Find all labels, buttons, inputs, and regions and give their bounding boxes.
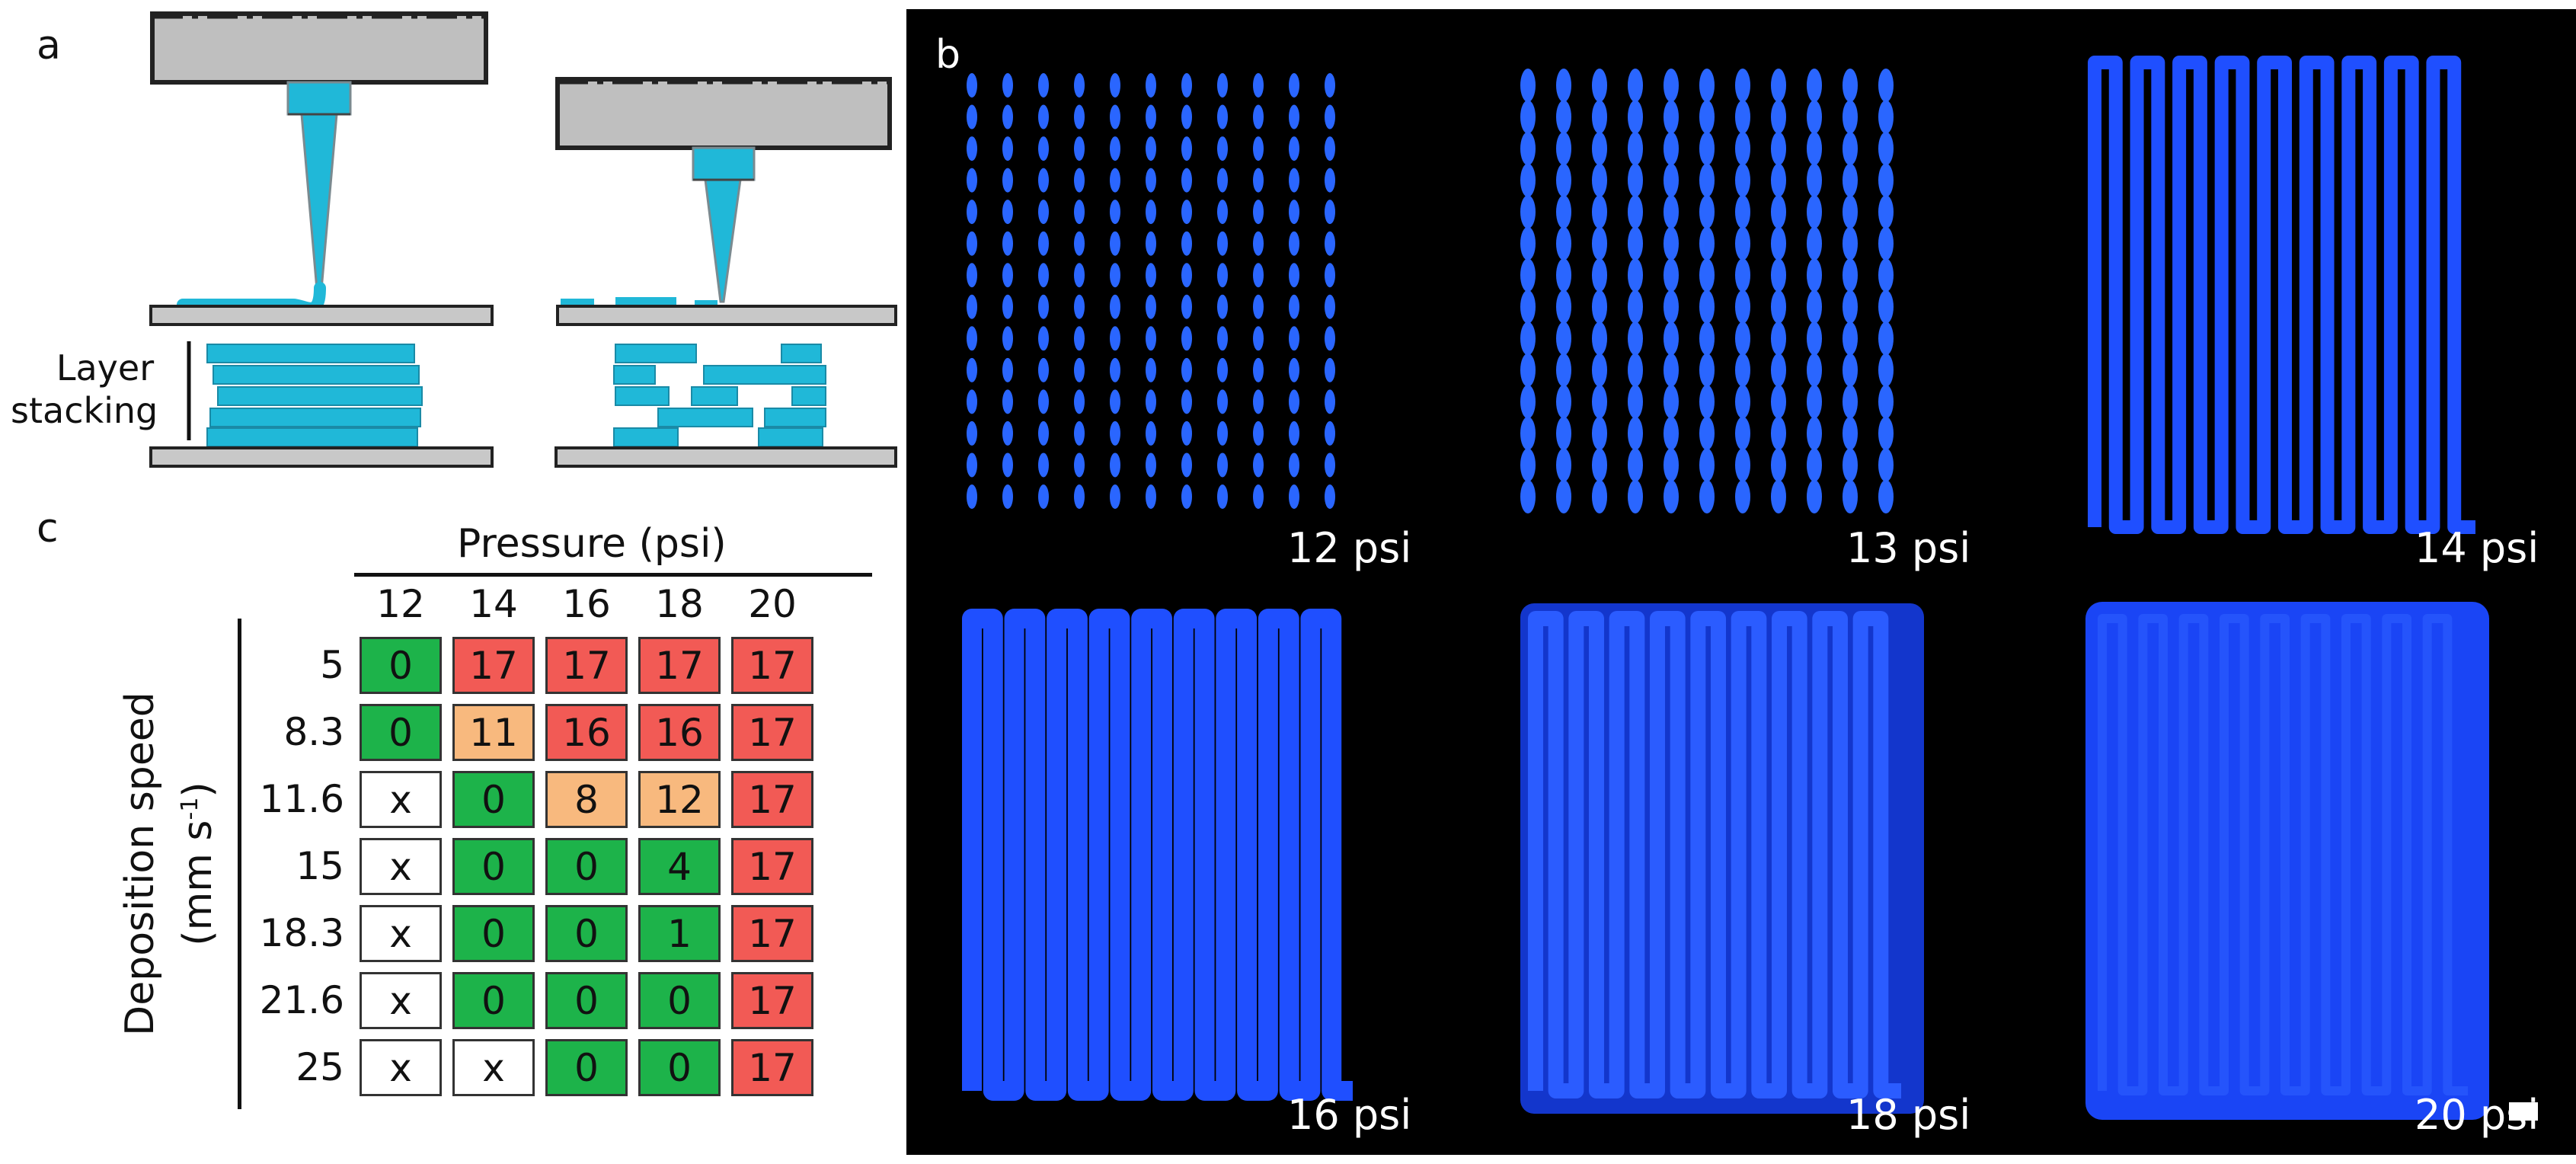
table-cell: 0 [452,771,535,828]
table-cell: 17 [731,1039,813,1096]
panel-a: a [0,0,906,488]
caption-14psi: 14 psi [2415,524,2539,572]
layer-label-line1: Layer [56,347,155,389]
speed-axis-line [238,619,241,1109]
speed-header: 18.3 [259,911,344,955]
table-cell: x [360,771,442,828]
table-cell: 8 [545,771,628,828]
table-cell: 0 [360,637,442,694]
speed-header: 21.6 [259,978,344,1022]
pressure-header: 16 [562,582,611,626]
panel-b-label: b [935,32,961,78]
caption-13psi: 13 psi [1846,524,1971,572]
pressure-header: 20 [748,582,797,626]
pressure-header: 14 [469,582,518,626]
caption-20psi: 20 psi [2415,1091,2539,1139]
table-cell: x [360,1039,442,1096]
table-cell: 0 [452,905,535,962]
pressure-axis-line [354,573,872,577]
print-image-12psi [967,73,1335,509]
table-cell: 17 [731,637,813,694]
table-cell: 4 [638,838,721,895]
panel-c-label: c [37,506,59,552]
table-cell: 11 [452,704,535,761]
table-cell: x [360,905,442,962]
speed-header: 5 [320,643,344,687]
table-cell: 0 [360,704,442,761]
table-cell: 0 [545,838,628,895]
speed-header: 25 [296,1045,344,1089]
print-image-13psi [1520,69,1894,513]
table-cell: x [360,838,442,895]
panel-a-label: a [37,23,61,69]
layer-label-line2: stacking [11,390,158,431]
pressure-axis-title: Pressure (psi) [457,521,727,567]
table-cell: 0 [452,972,535,1029]
table-cell: 16 [638,704,721,761]
table-cell: 0 [638,972,721,1029]
table-cell: 0 [545,905,628,962]
print-image-18psi [1520,603,1924,1114]
table-cell: 0 [545,972,628,1029]
print-image-14psi [2088,56,2475,534]
panel-b: b 12 psi 13 psi 14 psi 16 psi 18 psi 20 … [906,9,2576,1155]
table-cell: 17 [452,637,535,694]
stacked-layers-good [206,344,423,447]
caption-16psi: 16 psi [1287,1091,1412,1139]
table-cell: 1 [638,905,721,962]
table-cell: x [360,972,442,1029]
printing-schematic [149,11,897,468]
speed-header: 15 [296,844,344,888]
table-cell: 17 [731,972,813,1029]
table-cell: 17 [731,704,813,761]
scale-bar [2509,1102,2538,1121]
stacked-layers-broken [613,344,826,447]
print-image-16psi [962,609,1353,1101]
printhead-right [555,77,892,303]
table-cell: 0 [545,1039,628,1096]
table-cell: 0 [452,838,535,895]
pressure-header: 12 [376,582,425,626]
speed-header: 8.3 [283,710,344,754]
speed-axis-unit: (mm s-1) [175,782,222,946]
print-bed-right [556,305,897,326]
table-cell: 0 [638,1039,721,1096]
table-cell: x [452,1039,535,1096]
table-cell: 12 [638,771,721,828]
table-cell: 17 [638,637,721,694]
table-cell: 17 [731,838,813,895]
build-plate-left [149,446,494,468]
pressure-header: 18 [655,582,704,626]
table-cell: 16 [545,704,628,761]
speed-header: 11.6 [259,777,344,821]
table-cell: 17 [731,905,813,962]
table-cell: 17 [731,771,813,828]
printhead-left [150,11,488,291]
speed-axis-title-text: Deposition speed [117,692,163,1036]
print-image-20psi [2085,602,2489,1120]
caption-18psi: 18 psi [1846,1091,1971,1139]
panel-c: c Pressure (psi) Deposition speed (mm s-… [0,488,906,1164]
caption-12psi: 12 psi [1287,524,1412,572]
table-cell: 17 [545,637,628,694]
build-plate-right [555,446,897,468]
print-bed-left [149,305,494,326]
